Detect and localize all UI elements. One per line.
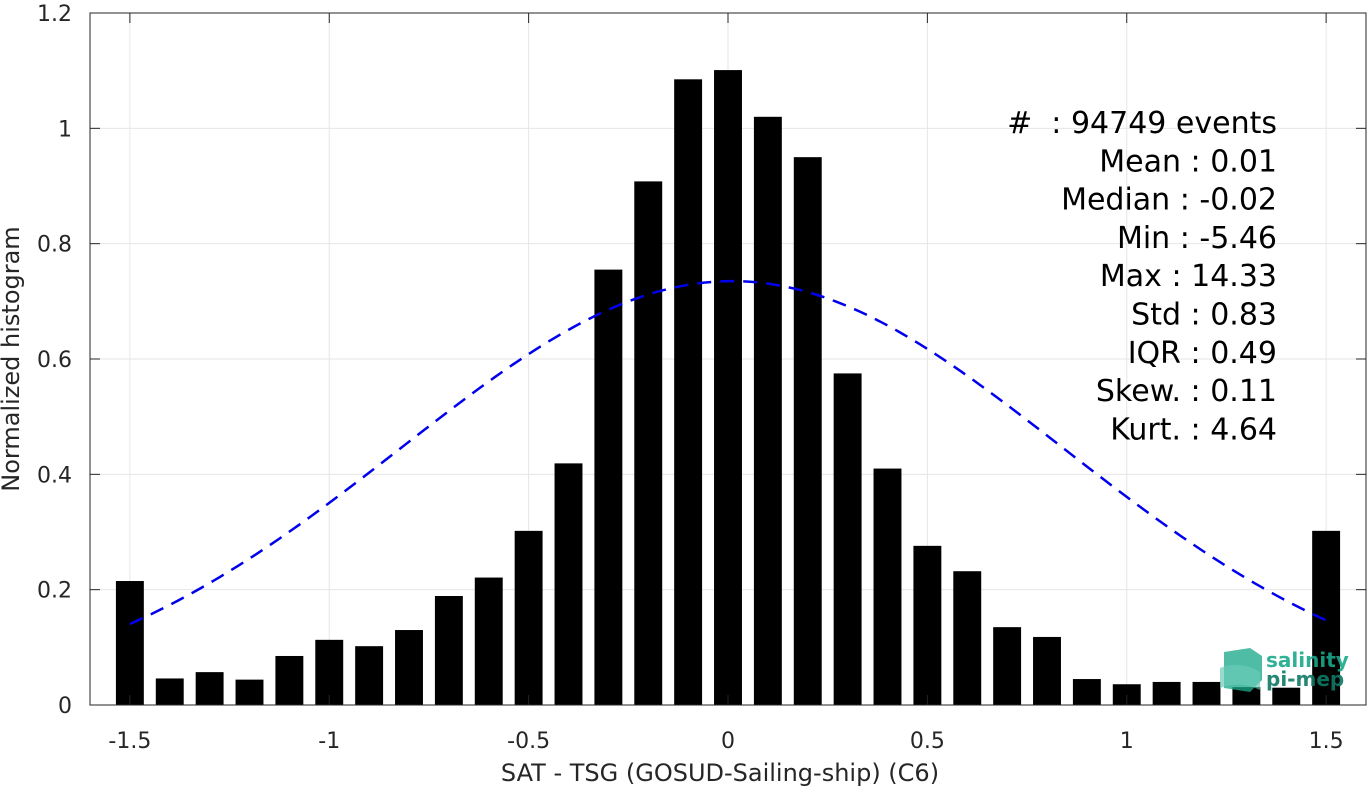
y-tick-label-3: 0.6 [37,348,72,373]
x-tick-label-3: 0 [721,729,735,754]
bar-29 [1272,687,1301,705]
y-tick-label-6: 1.2 [37,2,72,27]
axis-ticks [90,12,1366,706]
bar-11 [554,463,583,705]
bar-26 [1152,681,1181,705]
bar-0 [115,581,144,705]
bar-2 [195,672,224,705]
bar-1 [155,678,184,705]
stat-line-6: IQR : 0.49 [1128,336,1277,371]
x-tick-label-2: -0.5 [507,729,550,754]
stat-line-2: Median : -0.02 [1061,183,1277,218]
bar-25 [1112,684,1141,705]
y-tick-labels: 0 0.2 0.4 0.6 0.8 1 1.2 [37,2,72,719]
bar-15 [714,70,742,706]
bar-20 [913,545,942,705]
bar-8 [434,596,463,705]
bar-5 [315,639,344,705]
y-tick-label-1: 0.2 [37,579,72,604]
bar-18 [833,373,862,705]
stat-line-4: Max : 14.33 [1100,259,1277,294]
bar-23 [1033,636,1061,705]
bar-22 [993,627,1022,705]
logo-line1: salinity [1266,648,1349,672]
bar-24 [1072,679,1101,705]
x-tick-label-0: -1.5 [108,729,151,754]
bar-17 [793,157,822,705]
stat-line-7: Skew. : 0.11 [1096,374,1277,409]
bar-30 [1312,530,1341,705]
bar-3 [235,679,264,705]
bar-16 [753,116,782,706]
x-axis-title: SAT - TSG (GOSUD-Sailing-ship) (C6) [501,759,939,787]
bar-9 [474,577,503,705]
bar-27 [1192,681,1221,705]
y-tick-label-4: 0.8 [37,233,72,258]
bar-6 [355,646,384,705]
stat-line-5: Std : 0.83 [1131,298,1277,333]
stat-line-0: # : 94749 events [1007,106,1277,141]
x-tick-label-5: 1 [1120,729,1134,754]
x-tick-label-6: 1.5 [1309,729,1344,754]
y-axis-title: Normalized histogram [0,226,25,491]
x-tick-label-4: 0.5 [910,729,945,754]
bar-14 [674,79,703,706]
gaussian-fit-curve [129,279,1327,626]
x-tick-label-1: -1 [318,729,340,754]
bar-19 [873,468,902,705]
bar-4 [275,655,304,705]
bar-13 [634,181,663,706]
salinity-pi-mep-logo: salinity pi-mep [1220,648,1349,692]
y-tick-label-0: 0 [58,694,72,719]
x-tick-labels: -1.5 -1 -0.5 0 0.5 1 1.5 [108,729,1343,754]
y-tick-label-2: 0.4 [37,463,72,488]
bar-10 [514,530,543,705]
bar-12 [594,269,623,705]
bar-28 [1232,687,1261,705]
bar-21 [953,571,982,705]
bar-7 [395,630,423,705]
stat-line-8: Kurt. : 4.64 [1110,412,1277,447]
logo-line2: pi-mep [1266,667,1344,691]
y-tick-label-5: 1 [58,117,72,142]
bars [115,70,1341,706]
stat-line-3: Min : -5.46 [1117,221,1277,256]
stat-line-1: Mean : 0.01 [1099,144,1277,179]
